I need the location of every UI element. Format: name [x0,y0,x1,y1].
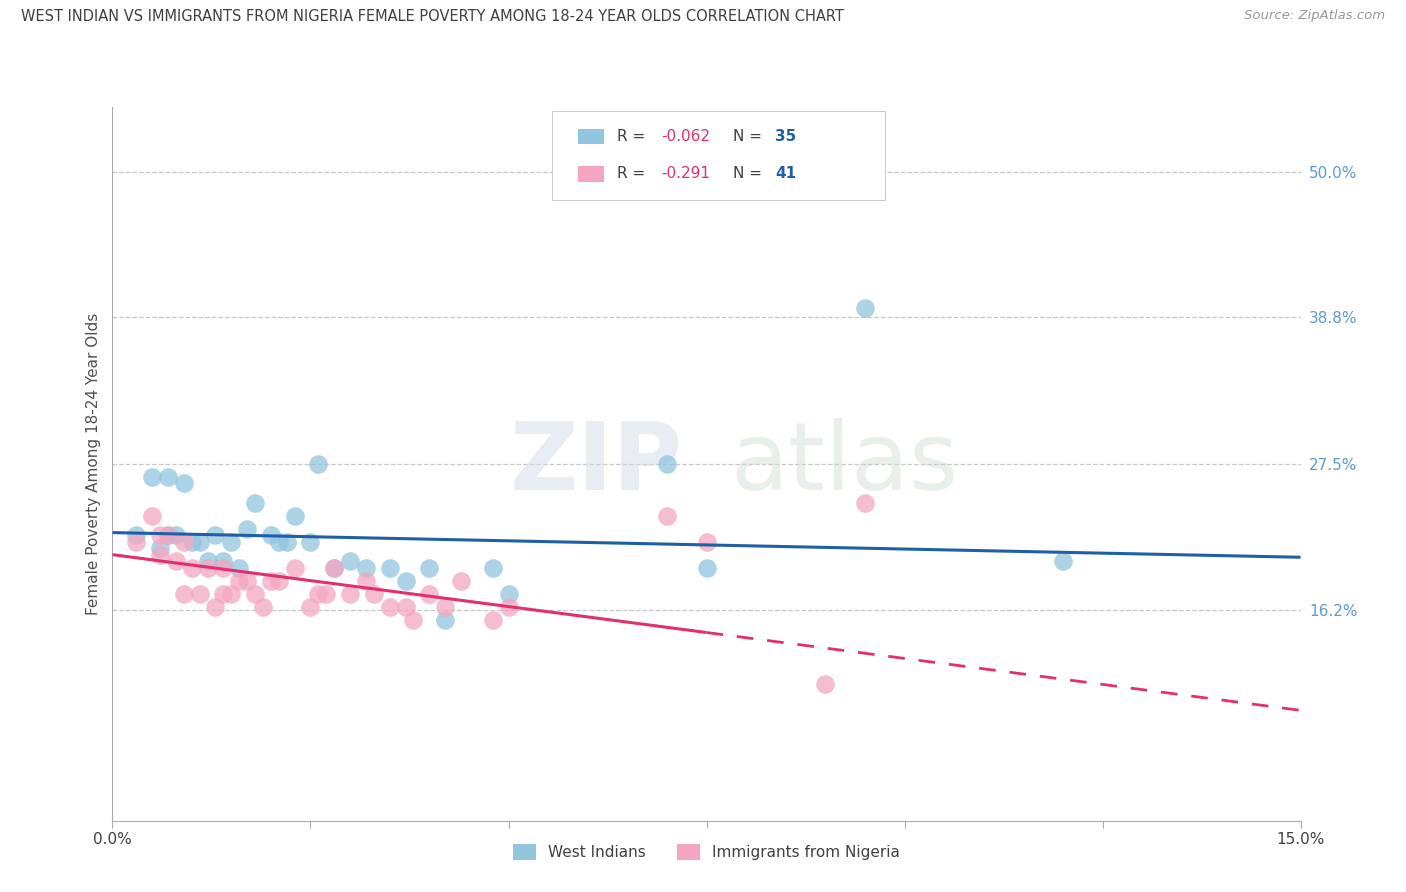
Y-axis label: Female Poverty Among 18-24 Year Olds: Female Poverty Among 18-24 Year Olds [86,313,101,615]
Point [212,586,235,600]
Text: N =: N = [733,167,766,181]
Point [204,528,226,542]
Point [212,554,235,568]
Point [212,560,235,574]
Point [197,554,219,568]
Point [481,613,503,627]
Point [394,599,416,614]
Point [354,560,377,574]
Point [394,574,416,588]
Text: 35: 35 [776,129,797,144]
Point [323,560,346,574]
Point [814,677,837,691]
Point [276,534,298,549]
Point [228,574,250,588]
Point [853,301,876,315]
Point [188,534,211,549]
Point [284,508,307,523]
Point [696,560,718,574]
Point [299,534,322,549]
FancyBboxPatch shape [553,111,884,200]
Point [696,534,718,549]
Text: R =: R = [617,129,651,144]
FancyBboxPatch shape [578,166,605,182]
Point [450,574,472,588]
Point [315,586,337,600]
Text: N =: N = [733,129,766,144]
Text: ZIP: ZIP [510,417,683,510]
Point [125,528,148,542]
Point [402,613,425,627]
Point [354,574,377,588]
Point [418,586,440,600]
Point [1052,554,1074,568]
Point [307,457,329,471]
Point [267,534,290,549]
Point [125,534,148,549]
Point [141,470,163,484]
Point [165,528,187,542]
Point [481,560,503,574]
Point [156,528,179,542]
Text: WEST INDIAN VS IMMIGRANTS FROM NIGERIA FEMALE POVERTY AMONG 18-24 YEAR OLDS CORR: WEST INDIAN VS IMMIGRANTS FROM NIGERIA F… [21,9,844,24]
Point [236,574,259,588]
Point [156,470,179,484]
Point [252,599,274,614]
Point [853,496,876,510]
Point [243,496,266,510]
Point [284,560,307,574]
Point [378,599,401,614]
FancyBboxPatch shape [578,128,605,145]
Text: -0.062: -0.062 [661,129,710,144]
Point [363,586,385,600]
Point [197,560,219,574]
Point [260,528,283,542]
Point [219,586,242,600]
Point [323,560,346,574]
Point [434,599,457,614]
Point [339,554,361,568]
Point [173,586,195,600]
Point [378,560,401,574]
Point [498,586,520,600]
Text: 41: 41 [776,167,797,181]
Point [204,599,226,614]
Point [149,528,172,542]
Point [173,534,195,549]
Point [149,548,172,562]
Point [418,560,440,574]
Point [219,534,242,549]
Text: atlas: atlas [730,417,959,510]
Legend: West Indians, Immigrants from Nigeria: West Indians, Immigrants from Nigeria [508,838,905,866]
Point [236,522,259,536]
Point [339,586,361,600]
Text: R =: R = [617,167,651,181]
Point [149,541,172,556]
Point [173,476,195,491]
Point [307,586,329,600]
Point [267,574,290,588]
Point [299,599,322,614]
Text: -0.291: -0.291 [661,167,710,181]
Point [434,613,457,627]
Point [228,560,250,574]
Point [243,586,266,600]
Point [165,554,187,568]
Point [655,457,678,471]
Point [180,534,202,549]
Point [260,574,283,588]
Point [180,560,202,574]
Point [655,508,678,523]
Point [498,599,520,614]
Point [141,508,163,523]
Point [156,528,179,542]
Text: Source: ZipAtlas.com: Source: ZipAtlas.com [1244,9,1385,22]
Point [188,586,211,600]
